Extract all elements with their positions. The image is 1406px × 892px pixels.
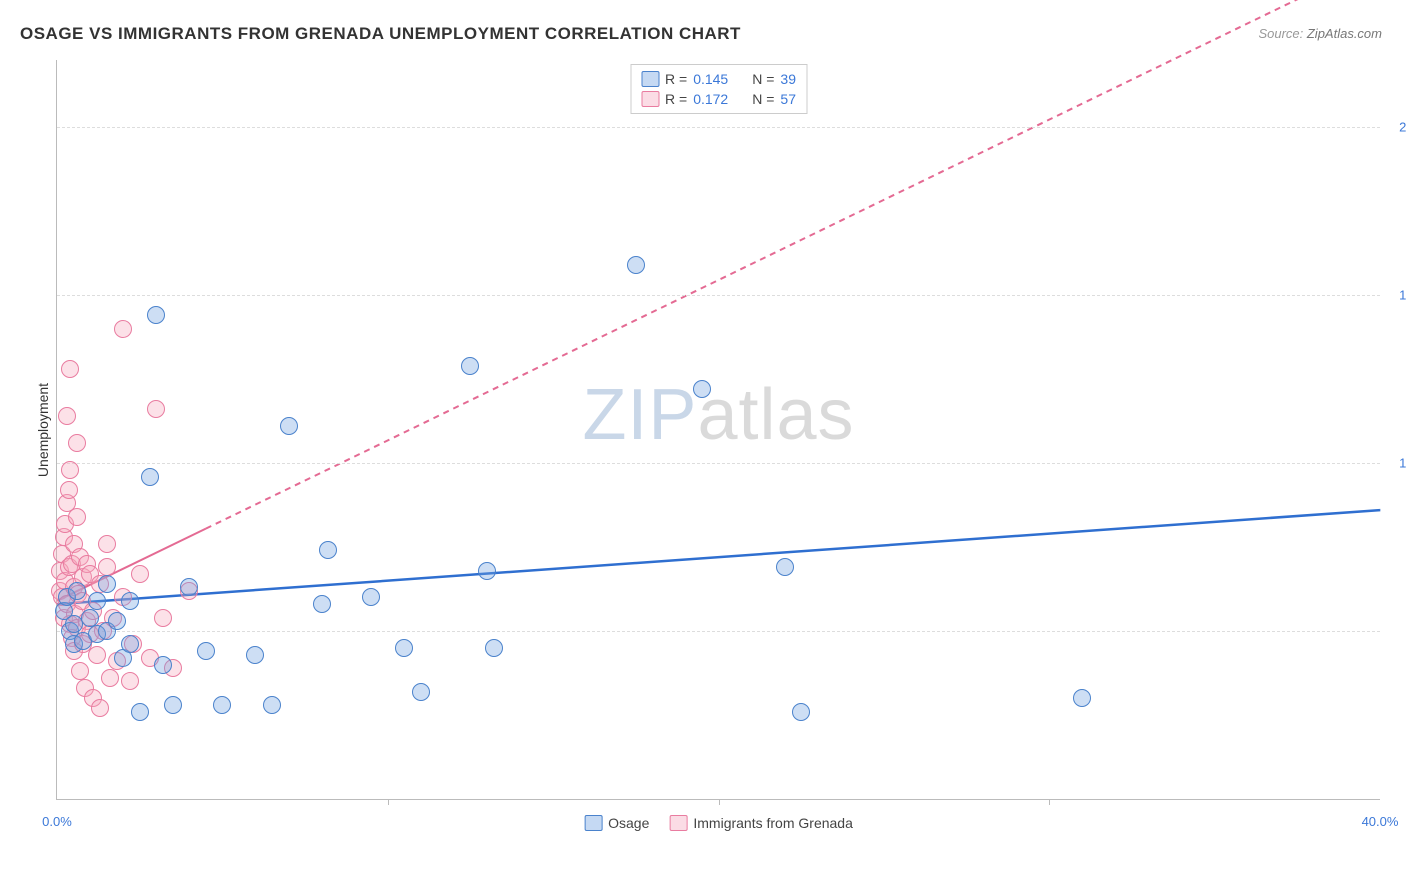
y-gridline: [57, 463, 1380, 464]
data-point: [61, 461, 79, 479]
data-point: [98, 558, 116, 576]
data-point: [81, 609, 99, 627]
y-axis-label: Unemployment: [35, 383, 51, 477]
stat-n-value: 57: [780, 91, 796, 107]
data-point: [280, 417, 298, 435]
stat-r-label: R =: [665, 91, 687, 107]
data-point: [121, 592, 139, 610]
data-point: [213, 696, 231, 714]
data-point: [180, 578, 198, 596]
legend-swatch: [669, 815, 687, 831]
data-point: [98, 575, 116, 593]
legend-swatch: [584, 815, 602, 831]
data-point: [91, 699, 109, 717]
data-point: [141, 468, 159, 486]
data-point: [164, 696, 182, 714]
stat-r-value: 0.145: [693, 71, 728, 87]
data-point: [319, 541, 337, 559]
y-tick-label: 10.0%: [1386, 456, 1406, 471]
data-point: [246, 646, 264, 664]
y-tick-label: 5.0%: [1386, 624, 1406, 639]
data-point: [395, 639, 413, 657]
plot-area: Unemployment ZIPatlas R =0.145N =39R =0.…: [40, 60, 1380, 840]
data-point: [147, 400, 165, 418]
data-point: [121, 672, 139, 690]
chart-title: OSAGE VS IMMIGRANTS FROM GRENADA UNEMPLO…: [20, 24, 741, 44]
y-tick-label: 15.0%: [1386, 288, 1406, 303]
x-tick-label: 40.0%: [1362, 814, 1399, 829]
data-point: [147, 306, 165, 324]
data-point: [61, 360, 79, 378]
data-point: [88, 646, 106, 664]
data-point: [131, 703, 149, 721]
data-point: [693, 380, 711, 398]
data-point: [58, 407, 76, 425]
data-point: [461, 357, 479, 375]
data-point: [154, 656, 172, 674]
data-point: [197, 642, 215, 660]
data-point: [71, 662, 89, 680]
y-gridline: [57, 127, 1380, 128]
x-tick: [719, 799, 720, 805]
watermark-text-b: atlas: [697, 375, 854, 455]
series-name: Osage: [608, 815, 649, 831]
data-point: [412, 683, 430, 701]
data-point: [154, 609, 172, 627]
data-point: [362, 588, 380, 606]
series-legend: Osage Immigrants from Grenada: [584, 815, 853, 831]
series-legend-item: Immigrants from Grenada: [669, 815, 853, 831]
trendlines-svg: [57, 60, 1380, 799]
data-point: [121, 635, 139, 653]
data-point: [792, 703, 810, 721]
legend-swatch: [641, 71, 659, 87]
data-point: [114, 320, 132, 338]
scatter-plot: ZIPatlas R =0.145N =39R =0.172N =57 Osag…: [56, 60, 1380, 800]
data-point: [313, 595, 331, 613]
stat-n-label: N =: [752, 71, 774, 87]
data-point: [108, 612, 126, 630]
legend-swatch: [641, 91, 659, 107]
stat-r-value: 0.172: [693, 91, 728, 107]
stats-legend: R = 0.145 N = 39 R = 0.172 N = 57: [630, 64, 807, 114]
series-name: Immigrants from Grenada: [693, 815, 853, 831]
stats-legend-row: R = 0.145 N = 39: [641, 69, 796, 89]
y-gridline: [57, 631, 1380, 632]
data-point: [478, 562, 496, 580]
x-tick: [1049, 799, 1050, 805]
x-tick-label: 0.0%: [42, 814, 72, 829]
y-tick-label: 20.0%: [1386, 120, 1406, 135]
data-point: [1073, 689, 1091, 707]
stat-n-value: 39: [780, 71, 796, 87]
source-prefix: Source:: [1258, 26, 1306, 41]
x-tick: [388, 799, 389, 805]
watermark: ZIPatlas: [582, 374, 854, 456]
stat-n-label: N =: [752, 91, 774, 107]
y-gridline: [57, 295, 1380, 296]
data-point: [98, 535, 116, 553]
data-point: [88, 592, 106, 610]
stat-r-label: R =: [665, 71, 687, 87]
source-attribution: Source: ZipAtlas.com: [1258, 26, 1382, 41]
source-name: ZipAtlas.com: [1307, 26, 1382, 41]
data-point: [131, 565, 149, 583]
data-point: [101, 669, 119, 687]
series-legend-item: Osage: [584, 815, 649, 831]
data-point: [68, 508, 86, 526]
watermark-text-a: ZIP: [582, 375, 697, 455]
data-point: [68, 434, 86, 452]
data-point: [776, 558, 794, 576]
data-point: [485, 639, 503, 657]
data-point: [263, 696, 281, 714]
data-point: [60, 481, 78, 499]
stats-legend-row: R = 0.172 N = 57: [641, 89, 796, 109]
trend-line: [57, 510, 1380, 604]
data-point: [627, 256, 645, 274]
data-point: [65, 615, 83, 633]
data-point: [68, 582, 86, 600]
